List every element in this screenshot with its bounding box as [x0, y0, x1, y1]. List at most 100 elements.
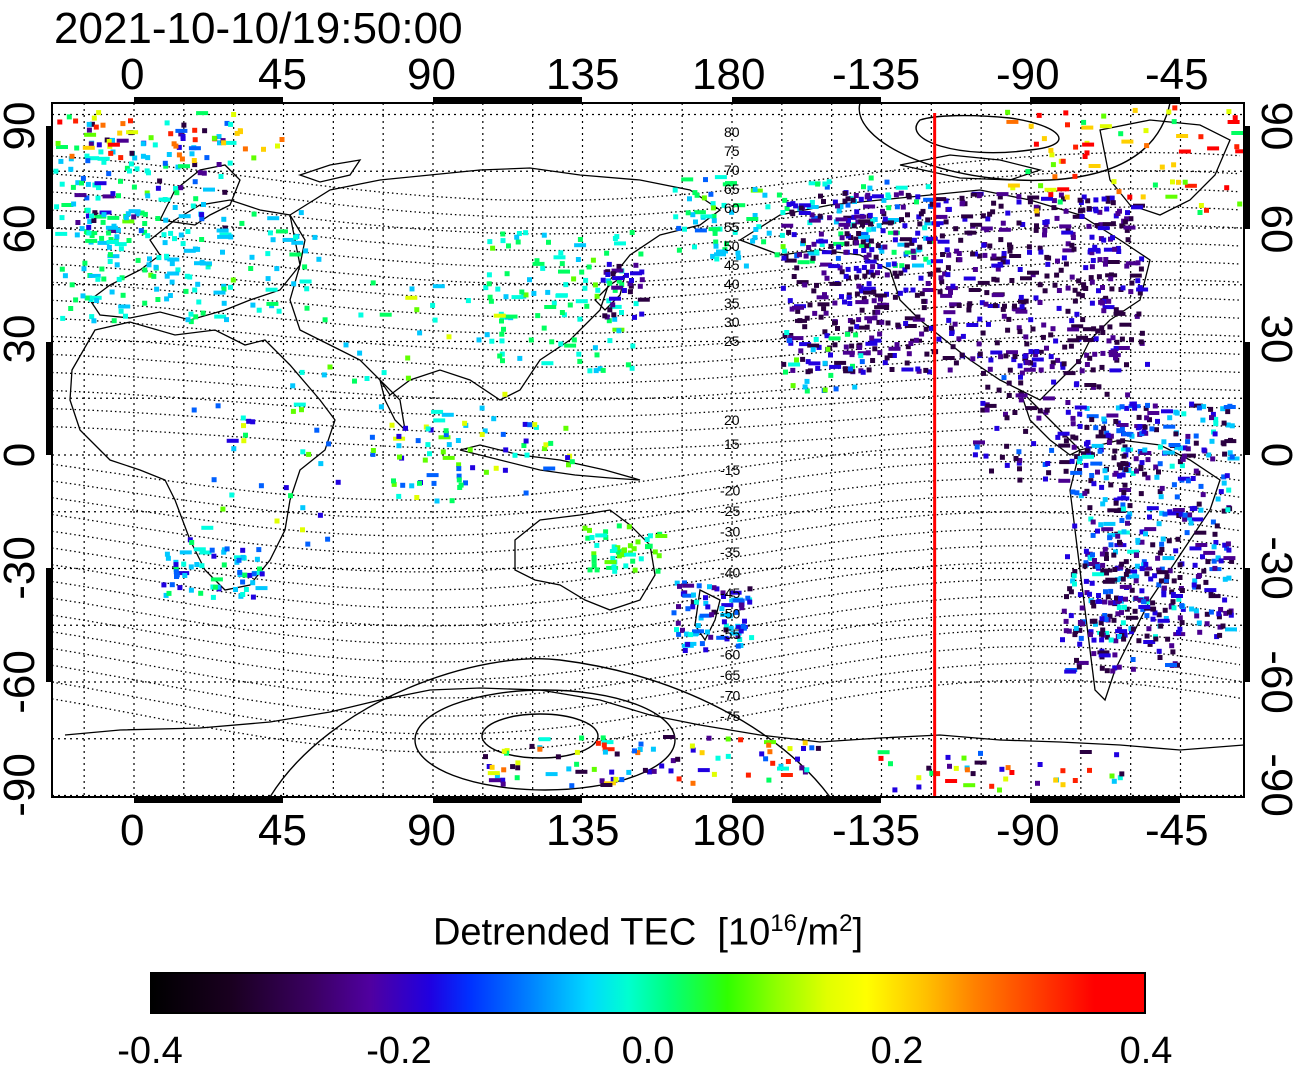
tec-point — [163, 592, 169, 598]
tec-point — [574, 243, 587, 248]
tec-point — [970, 192, 983, 197]
tec-point — [857, 351, 870, 356]
tec-point — [1116, 423, 1129, 427]
tec-point — [1108, 588, 1114, 594]
tec-point — [124, 165, 130, 171]
tec-point — [100, 122, 106, 128]
tec-point — [872, 315, 878, 321]
tec-point — [201, 202, 206, 207]
tec-point — [944, 247, 950, 253]
tec-point — [819, 242, 825, 248]
tec-point — [877, 264, 883, 269]
tec-point — [937, 239, 950, 244]
tec-point — [1109, 368, 1122, 373]
tec-point — [486, 272, 492, 278]
tec-point — [1103, 261, 1108, 267]
tec-point — [533, 424, 539, 430]
tec-point — [1034, 223, 1039, 229]
tec-point — [1138, 605, 1151, 609]
tec-point — [1169, 463, 1175, 469]
tec-point — [1204, 588, 1217, 593]
tec-point — [1192, 578, 1198, 584]
tec-point — [1083, 338, 1096, 342]
tec-point — [357, 350, 363, 356]
contour-label: 50 — [724, 238, 740, 254]
tec-point — [600, 735, 606, 741]
tec-point — [1099, 551, 1105, 557]
tec-point — [403, 425, 408, 431]
tec-point — [854, 240, 859, 246]
tec-point — [709, 612, 715, 618]
tec-point — [1155, 418, 1160, 424]
tec-point — [1159, 547, 1165, 552]
tec-point — [821, 199, 826, 204]
tec-point — [892, 787, 898, 793]
tec-point — [848, 326, 854, 332]
tec-point — [1012, 307, 1025, 312]
tec-point — [1133, 456, 1139, 462]
tec-point — [891, 249, 897, 255]
tec-point — [1072, 523, 1078, 529]
tec-point — [950, 344, 956, 350]
magnetic-contour — [52, 387, 1241, 418]
tec-point — [1041, 136, 1047, 142]
tec-point — [321, 372, 327, 378]
tec-point — [298, 210, 304, 216]
magnetic-contour — [52, 278, 1241, 318]
tec-point — [900, 237, 912, 242]
tec-point — [1139, 566, 1152, 571]
frame-tick-bar — [46, 126, 52, 229]
tec-point — [1119, 223, 1125, 229]
tec-point — [1038, 183, 1044, 189]
tec-point — [595, 740, 601, 746]
tec-point — [710, 201, 716, 207]
tec-point — [876, 319, 882, 325]
tec-point — [515, 239, 521, 245]
tec-point — [885, 320, 891, 326]
tec-point — [1103, 617, 1109, 622]
tec-point — [1120, 620, 1126, 626]
tec-point — [1221, 508, 1227, 514]
tec-point — [904, 316, 917, 321]
tec-point — [655, 568, 661, 574]
contour-label: 60 — [724, 200, 740, 216]
tec-point — [191, 407, 197, 413]
tec-point — [756, 224, 762, 230]
tec-point — [541, 361, 554, 366]
tec-point — [714, 175, 727, 180]
tec-point — [229, 492, 235, 498]
tec-point — [95, 195, 101, 201]
tec-point — [1193, 468, 1199, 474]
tec-point — [1044, 407, 1050, 413]
tec-point — [1139, 539, 1145, 545]
tec-point — [196, 111, 209, 116]
tec-point — [1119, 518, 1125, 523]
tec-point — [978, 750, 983, 756]
tec-point — [824, 275, 830, 281]
tec-point — [110, 191, 116, 197]
tec-point — [690, 600, 696, 605]
tec-point — [1147, 641, 1153, 647]
tec-point — [981, 370, 986, 376]
tec-point — [575, 769, 588, 774]
tec-point — [1071, 246, 1077, 252]
tec-point — [589, 535, 595, 540]
tec-point — [1018, 397, 1024, 403]
tec-point — [230, 277, 236, 283]
tec-point — [872, 217, 878, 222]
tec-point — [721, 202, 727, 208]
tec-point — [802, 740, 808, 746]
tec-point — [267, 216, 280, 221]
tec-point — [1121, 604, 1127, 610]
tec-point — [1086, 414, 1099, 419]
tec-point — [957, 257, 963, 263]
tec-point — [784, 206, 790, 211]
tec-point — [1194, 613, 1200, 619]
tec-point — [142, 267, 148, 273]
tec-point — [854, 214, 867, 219]
tec-point — [369, 434, 375, 440]
tec-point — [607, 307, 613, 313]
tec-point — [71, 201, 77, 207]
tec-point — [864, 194, 870, 200]
tec-point — [358, 312, 364, 318]
